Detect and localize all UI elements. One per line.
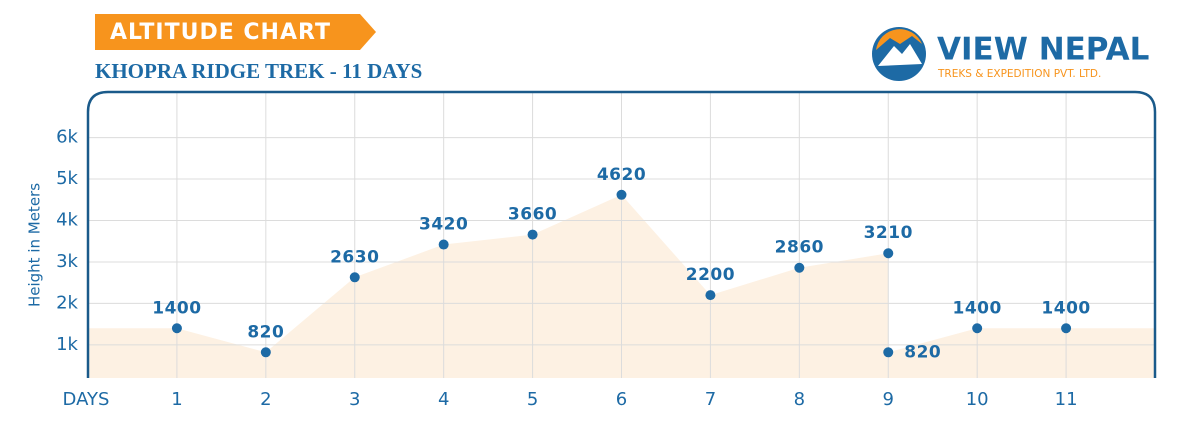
logo: VIEW NEPAL TREKS & EXPEDITION PVT. LTD. [872, 27, 1149, 81]
x-tick-label: 10 [966, 389, 989, 410]
logo-tagline: TREKS & EXPEDITION PVT. LTD. [937, 68, 1101, 80]
logo-sun [876, 29, 922, 50]
data-point [260, 347, 271, 358]
data-point [527, 229, 538, 240]
logo-mountain [878, 44, 922, 66]
y-tick-label: 5k [56, 168, 78, 189]
data-label: 2630 [330, 247, 379, 267]
data-label: 1400 [953, 298, 1002, 318]
chart-subtitle: KHOPRA RIDGE TREK - 11 DAYS [95, 59, 422, 83]
data-label: 3660 [508, 205, 557, 225]
chart-title: ALTITUDE CHART [110, 20, 331, 45]
data-point [438, 239, 449, 250]
data-point [972, 323, 983, 334]
y-tick-label: 6k [56, 127, 78, 148]
data-label: 2860 [775, 238, 824, 258]
data-label: 1400 [152, 298, 201, 318]
data-label: 4620 [597, 165, 646, 185]
data-point [883, 347, 894, 358]
logo-name: VIEW NEPAL [937, 32, 1149, 68]
y-tick-label: 1k [56, 334, 78, 355]
data-point [349, 272, 360, 283]
data-point [171, 323, 182, 334]
x-tick-label: 2 [260, 389, 271, 410]
x-axis-label: DAYS [63, 389, 110, 410]
y-tick-label: 4k [56, 209, 78, 230]
x-tick-label: 8 [794, 389, 805, 410]
x-tick-label: 5 [527, 389, 538, 410]
data-label: 3210 [864, 223, 913, 243]
data-label: 820 [904, 342, 941, 362]
area-edge [88, 328, 177, 378]
data-point [794, 262, 805, 273]
data-point [883, 248, 894, 259]
y-tick-label: 2k [56, 292, 78, 313]
title-banner [95, 14, 376, 50]
data-point [1061, 323, 1072, 334]
panel-border [86, 90, 1157, 378]
x-tick-label: 4 [438, 389, 449, 410]
data-point [705, 290, 716, 301]
x-tick-label: 3 [349, 389, 360, 410]
data-point [616, 189, 627, 200]
x-tick-label: 6 [616, 389, 627, 410]
y-tick-label: 3k [56, 251, 78, 272]
x-tick-label: 7 [705, 389, 716, 410]
x-tick-label: 11 [1055, 389, 1078, 410]
x-tick-label: 9 [883, 389, 894, 410]
area-edge [1066, 328, 1155, 378]
data-label: 2200 [686, 265, 735, 285]
x-tick-label: 1 [171, 389, 182, 410]
data-label: 3420 [419, 215, 468, 235]
data-label: 1400 [1041, 298, 1090, 318]
plot: 1k 2k 3k 4k 5k 6k 1 2 3 4 5 6 7 8 9 10 11 1400 820 2630 3420… [56, 92, 1155, 410]
y-axis-label: Height in Meters [26, 183, 44, 307]
data-label: 820 [247, 322, 284, 342]
